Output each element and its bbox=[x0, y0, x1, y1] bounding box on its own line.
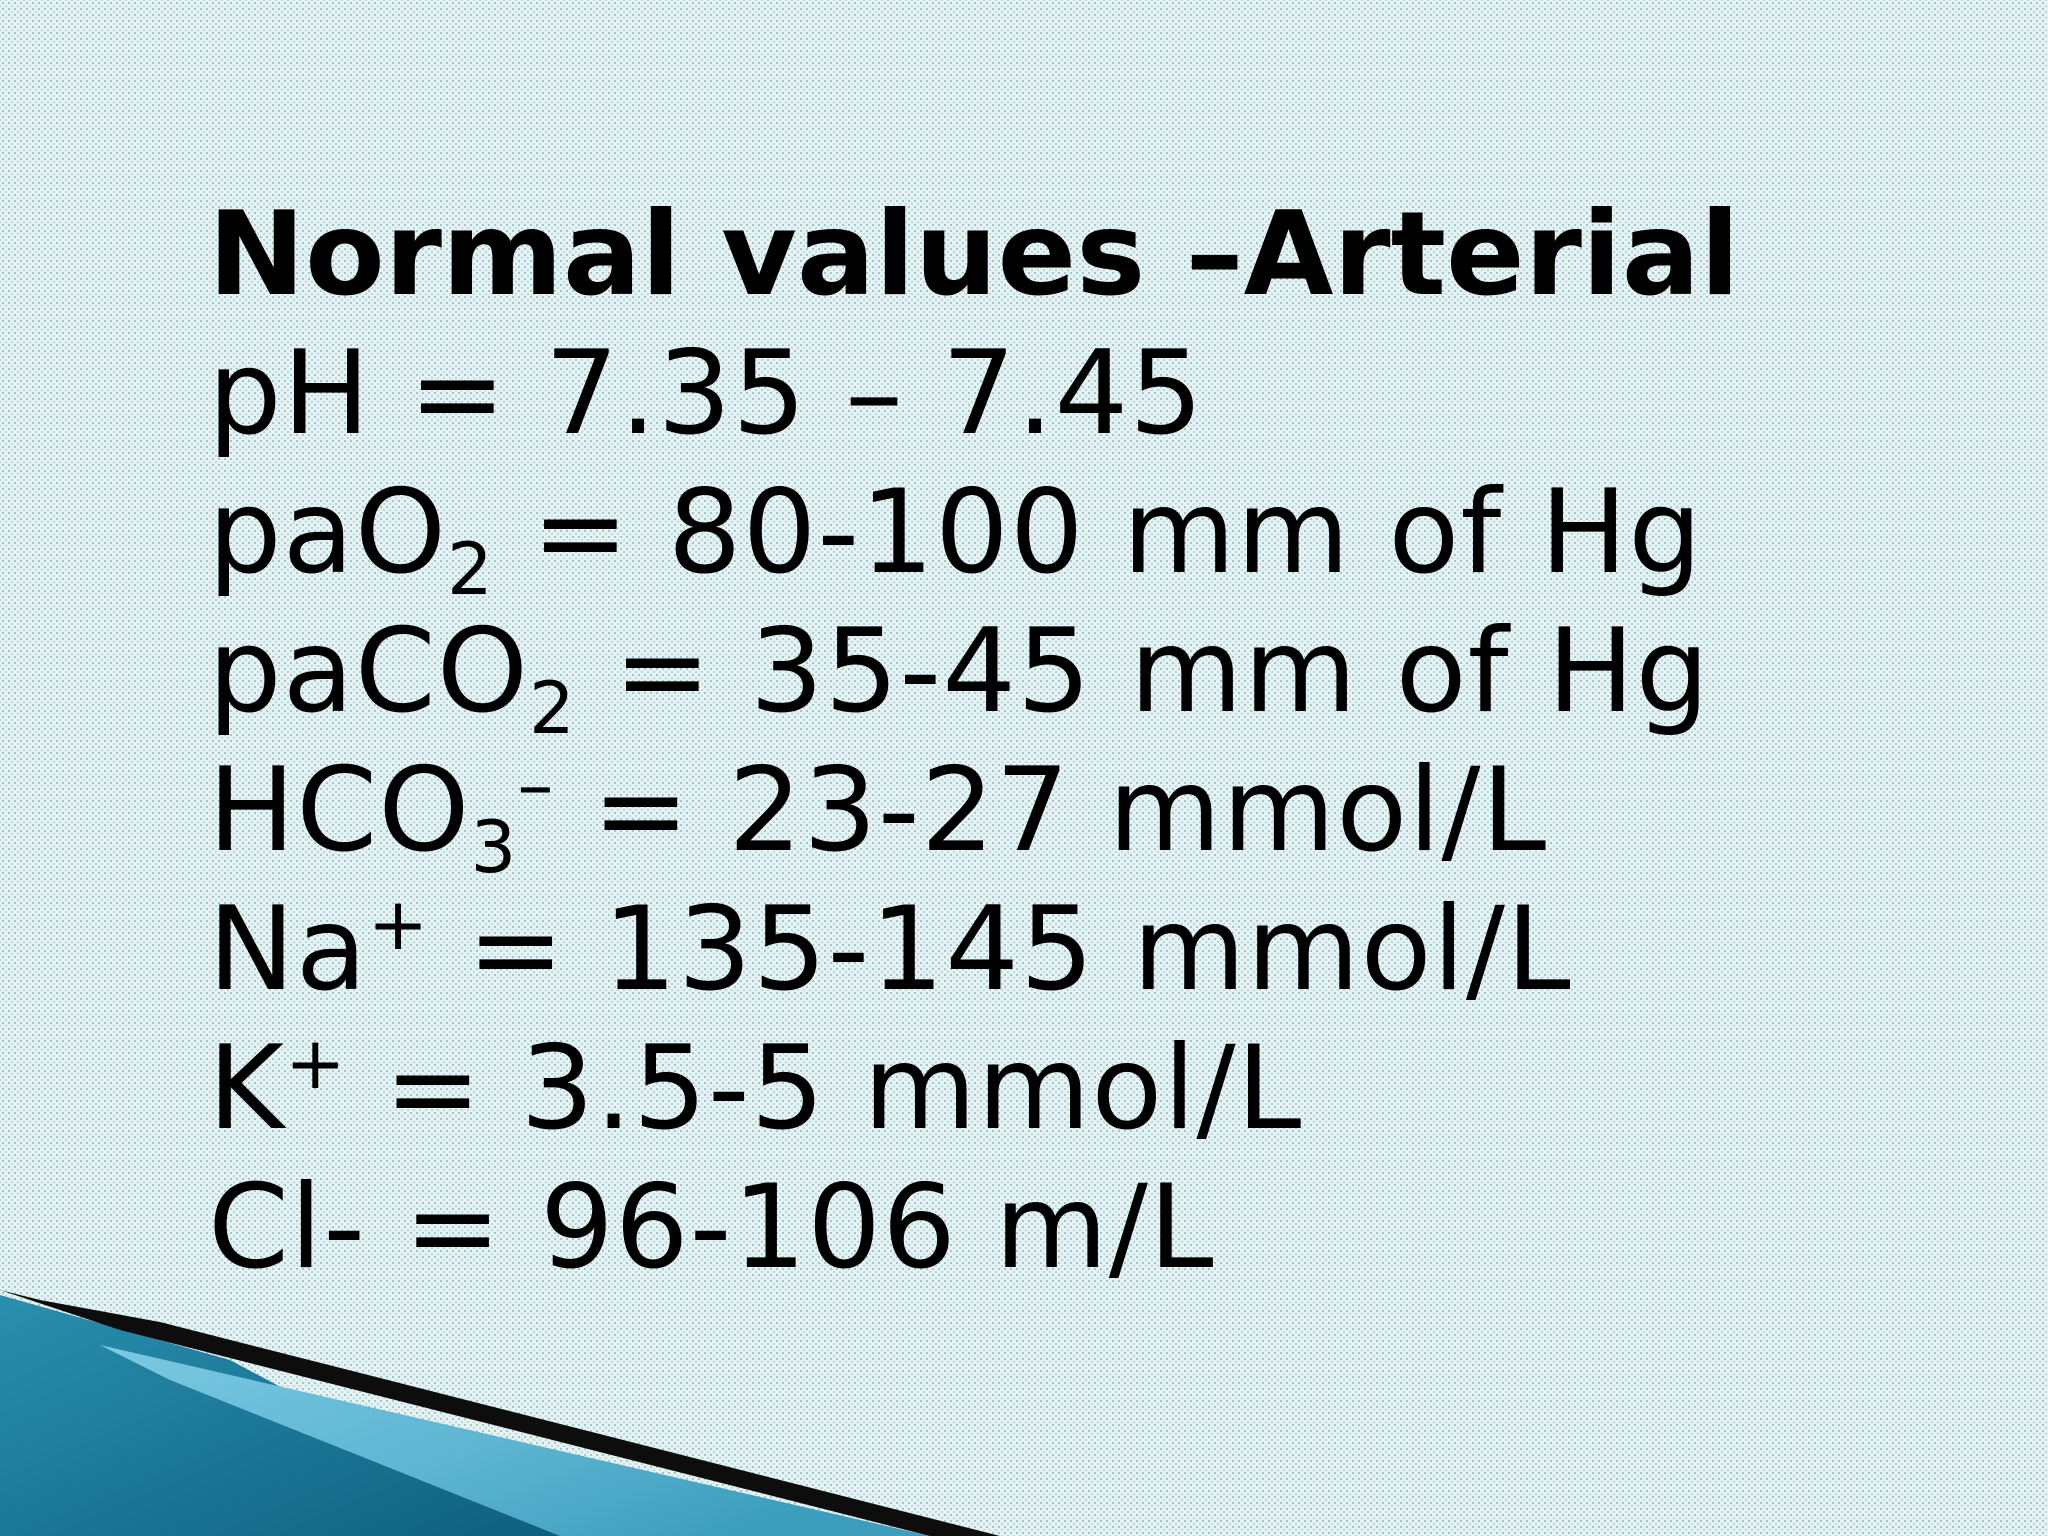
hco3-label: HCO bbox=[208, 743, 471, 878]
ribbon-light-band bbox=[100, 1345, 930, 1536]
pao2-label: paO bbox=[208, 465, 448, 600]
k-line: K+ = 3.5-5 mmol/L bbox=[208, 1019, 1968, 1158]
ph-line: pH = 7.35 – 7.45 bbox=[208, 324, 1968, 463]
pao2-value: = 80-100 mm of Hg bbox=[531, 465, 1703, 600]
na-label: Na bbox=[208, 882, 368, 1017]
cl-line: Cl- = 96-106 m/L bbox=[208, 1158, 1968, 1297]
hco3-superscript: – bbox=[517, 743, 555, 827]
na-superscript: + bbox=[367, 882, 430, 966]
cl-value: = 96-106 m/L bbox=[403, 1160, 1215, 1295]
k-label: K bbox=[208, 1021, 286, 1156]
ph-label: pH bbox=[208, 326, 371, 461]
na-line: Na+ = 135-145 mmol/L bbox=[208, 880, 1968, 1019]
pao2-subscript: 2 bbox=[447, 527, 494, 611]
hco3-subscript: 3 bbox=[470, 805, 518, 889]
pao2-line: paO2 = 80-100 mm of Hg bbox=[208, 463, 1968, 605]
cl-label: Cl- bbox=[208, 1160, 367, 1295]
k-superscript: + bbox=[285, 1021, 347, 1105]
k-value: = 3.5-5 mmol/L bbox=[384, 1021, 1303, 1156]
ph-value: = 7.35 – 7.45 bbox=[408, 326, 1205, 461]
ribbon-dark-stripe bbox=[0, 1290, 1000, 1536]
slide-body: Normal values –Arterial pH = 7.35 – 7.45… bbox=[208, 185, 1968, 1297]
hco3-value: = 23-27 mmol/L bbox=[592, 743, 1548, 878]
paco2-label: paCO bbox=[208, 604, 530, 739]
paco2-value: = 35-45 mm of Hg bbox=[613, 604, 1711, 739]
paco2-subscript: 2 bbox=[529, 666, 576, 750]
paco2-line: paCO2 = 35-45 mm of Hg bbox=[208, 602, 1968, 744]
slide-title: Normal values –Arterial bbox=[208, 187, 1740, 322]
hco3-line: HCO3– = 23-27 mmol/L bbox=[208, 741, 1968, 883]
na-value: = 135-145 mmol/L bbox=[467, 882, 1572, 1017]
